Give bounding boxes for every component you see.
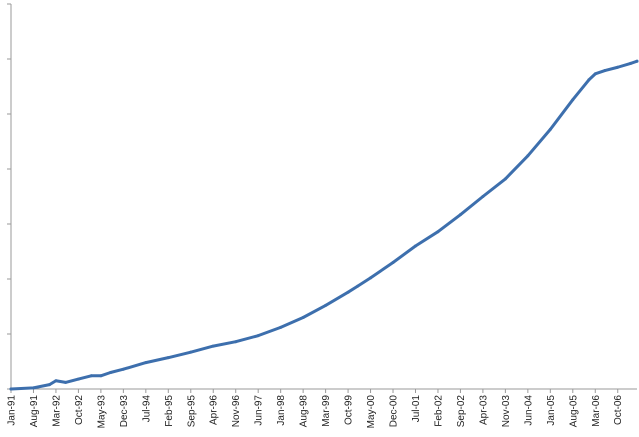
data-point [458, 213, 462, 217]
data-point [503, 177, 507, 181]
x-tick-label: Mar-99 [321, 395, 332, 427]
x-tick-label: May-93 [96, 395, 107, 429]
x-tick-label: Mar-06 [591, 395, 602, 427]
data-point [356, 284, 360, 288]
data-point [526, 154, 530, 158]
x-tick-label: Jun-97 [254, 395, 265, 426]
data-point [64, 380, 68, 384]
x-tick-label: Dec-93 [119, 395, 130, 428]
data-point [301, 316, 305, 319]
data-point [413, 244, 417, 248]
x-tick-label: Jun-04 [523, 395, 534, 426]
x-tick-label: Jan-98 [276, 395, 287, 426]
x-tick-label: Oct-06 [613, 395, 624, 425]
data-point [587, 78, 591, 82]
data-point [635, 59, 639, 63]
data-point [603, 69, 607, 73]
data-point [144, 361, 148, 365]
x-tick-label: Aug-98 [299, 395, 310, 428]
data-point [211, 344, 215, 348]
data-point [121, 367, 125, 371]
data-point [436, 230, 440, 234]
data-point [109, 371, 113, 374]
data-point [99, 374, 103, 378]
x-tick-label: May-00 [366, 395, 377, 429]
data-point [54, 379, 58, 383]
x-tick-label: Jul-94 [141, 395, 152, 423]
x-tick-label: Apr-96 [209, 395, 220, 425]
x-tick-label: Nov-03 [501, 395, 512, 428]
series-layer [9, 59, 639, 391]
x-tick-label: Oct-92 [74, 395, 85, 425]
y-axis [7, 3, 12, 390]
data-point [369, 276, 373, 280]
x-tick-label: Sep-02 [456, 395, 467, 428]
data-point [481, 195, 485, 198]
x-tick-label: Mar-92 [51, 395, 62, 427]
x-tick-label: Aug-91 [29, 395, 40, 428]
data-point [89, 374, 93, 378]
data-point [571, 98, 575, 102]
x-tick-label: Jan-05 [546, 395, 557, 426]
data-point [548, 127, 552, 131]
x-tick-label: Nov-96 [231, 395, 242, 428]
x-tick-label: Feb-02 [433, 395, 444, 427]
data-point [629, 61, 633, 65]
x-axis: Jan-91 Aug-91 Mar-92 Oct-92 May-93 Dec-93 Jul-… [7, 388, 637, 429]
x-tick-label: Oct-99 [344, 395, 355, 425]
data-point [256, 334, 260, 338]
data-point [76, 377, 80, 381]
data-point [616, 65, 620, 69]
series-line-0 [9, 59, 639, 391]
data-point [31, 386, 35, 390]
data-point [234, 340, 238, 344]
data-point [9, 387, 13, 391]
x-tick-label: Sep-95 [186, 395, 197, 428]
data-point [279, 325, 283, 329]
data-point [48, 383, 52, 387]
x-tick-label: Dec-00 [389, 395, 400, 428]
x-tick-label: Jan-91 [7, 395, 18, 426]
data-point [166, 356, 170, 360]
data-point [593, 72, 597, 76]
data-point [346, 290, 350, 294]
x-tick-label: Apr-03 [478, 395, 489, 425]
data-point [391, 261, 395, 264]
x-tick-label: Feb-95 [164, 395, 175, 427]
data-point [189, 350, 193, 354]
data-point [324, 303, 328, 307]
x-tick-label: Aug-05 [568, 395, 579, 428]
x-tick-label: Jul-01 [411, 395, 422, 423]
